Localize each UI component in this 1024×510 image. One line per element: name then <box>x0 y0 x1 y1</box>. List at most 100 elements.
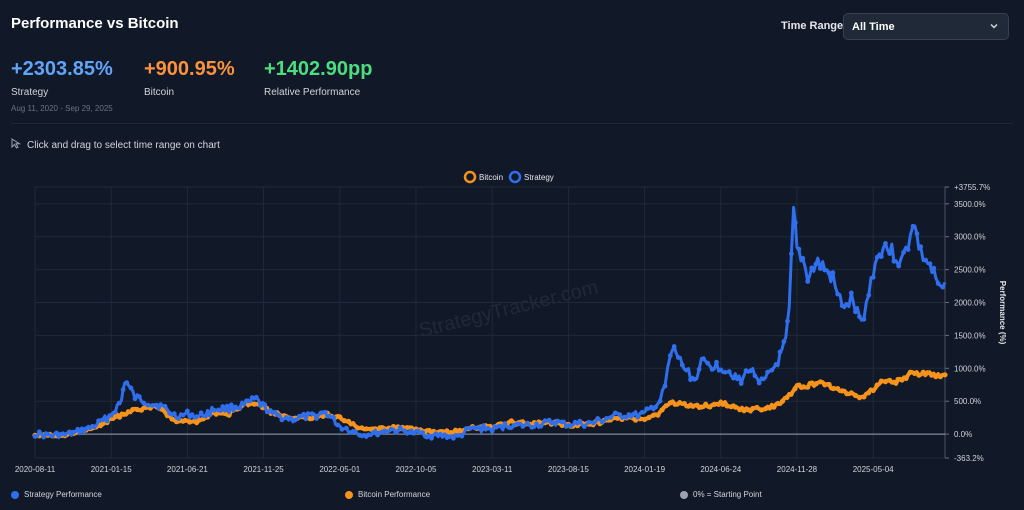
bitcoin-point <box>677 400 683 406</box>
bitcoin-point <box>916 372 922 378</box>
bitcoin-point <box>779 398 786 404</box>
legend-strategy-label: Strategy <box>524 173 554 182</box>
strategy-point <box>279 417 285 423</box>
strategy-point <box>32 434 38 439</box>
strategy-point <box>375 432 380 438</box>
strategy-point <box>891 258 897 264</box>
legend-strategy-performance-label: Strategy Performance <box>24 490 102 499</box>
strategy-point <box>781 339 787 344</box>
strategy-point <box>701 356 706 362</box>
strategy-point <box>451 435 456 441</box>
bitcoin-point <box>929 372 935 378</box>
bitcoin-return-label: Bitcoin <box>144 87 175 98</box>
bitcoin-point <box>784 394 790 400</box>
x-tick-label: 2022-05-01 <box>319 465 360 474</box>
bitcoin-point <box>138 407 145 413</box>
date-range: Aug 11, 2020 - Sep 29, 2025 <box>11 104 113 113</box>
strategy-point <box>194 414 200 420</box>
strategy-point <box>128 385 134 391</box>
strategy-point <box>437 431 443 437</box>
strategy-point <box>442 432 447 438</box>
strategy-point <box>415 428 421 434</box>
legend-baseline-label: 0% = Starting Point <box>693 490 762 499</box>
bitcoin-point <box>937 374 944 380</box>
chart-hint: Click and drag to select time range on c… <box>11 138 220 152</box>
strategy-point <box>108 412 114 418</box>
performance-chart[interactable]: StrategyTracker.com -363.2% 0.0% 500.0% 1000… <box>0 165 1024 485</box>
y-tick-label: 3000.0% <box>954 233 986 242</box>
bitcoin-point <box>775 400 781 407</box>
bitcoin-point <box>741 408 747 414</box>
bitcoin-point <box>663 403 669 409</box>
strategy-point <box>506 425 512 430</box>
bitcoin-point <box>754 404 760 411</box>
strategy-point <box>498 423 504 429</box>
strategy-point <box>154 402 159 408</box>
strategy-point <box>935 281 941 286</box>
y-tick-label: 2000.0% <box>954 299 986 308</box>
strategy-point <box>141 400 147 406</box>
strategy-point <box>467 426 473 431</box>
bitcoin-point <box>767 405 773 411</box>
bitcoin-point <box>121 411 127 417</box>
bitcoin-point <box>694 402 700 408</box>
bitcoin-point <box>809 380 815 386</box>
x-tick-label: 2024-01-19 <box>624 465 665 474</box>
time-range-select[interactable]: All Time <box>843 13 1009 40</box>
bitcoin-point <box>874 382 880 388</box>
strategy-point <box>327 413 332 419</box>
strategy-point <box>910 223 916 229</box>
bitcoin-point <box>213 411 219 417</box>
strategy-point <box>357 432 362 438</box>
strategy-point <box>245 398 251 404</box>
strategy-point <box>411 430 417 436</box>
strategy-point <box>266 409 272 415</box>
strategy-point <box>520 424 526 429</box>
strategy-stat: +2303.85% Strategy <box>11 58 113 98</box>
strategy-point <box>41 434 46 440</box>
strategy-point <box>112 409 118 415</box>
y-tick-label: 500.0% <box>954 397 981 406</box>
bitcoin-point <box>354 425 360 431</box>
y-tick-label: 1000.0% <box>954 364 986 373</box>
strategy-point <box>136 394 142 399</box>
bitcoin-point <box>788 391 794 397</box>
strategy-point <box>180 412 186 418</box>
bitcoin-point <box>307 416 313 422</box>
strategy-point <box>671 344 677 349</box>
chart-hint-text: Click and drag to select time range on c… <box>27 139 220 151</box>
strategy-point <box>433 431 439 437</box>
strategy-point <box>185 408 190 414</box>
strategy-point <box>595 416 601 421</box>
strategy-point <box>648 404 654 410</box>
bitcoin-point <box>508 418 514 424</box>
strategy-point <box>756 380 762 386</box>
drag-select-icon <box>11 138 22 152</box>
strategy-point <box>96 418 101 424</box>
strategy-point <box>688 377 693 383</box>
bitcoin-dot-icon <box>345 490 353 499</box>
strategy-point <box>534 421 539 427</box>
x-tick-label: 2023-03-11 <box>472 465 513 474</box>
bitcoin-point <box>763 406 769 412</box>
strategy-point <box>835 291 841 297</box>
bitcoin-point <box>899 377 905 383</box>
strategy-point <box>402 428 408 434</box>
strategy-point <box>198 410 204 416</box>
strategy-point <box>104 418 110 424</box>
strategy-point <box>752 373 758 379</box>
strategy-point <box>861 316 867 322</box>
bitcoin-point <box>350 421 356 427</box>
strategy-point <box>940 284 946 290</box>
strategy-point <box>525 420 530 426</box>
relative-stat: +1402.90pp Relative Performance <box>264 58 372 98</box>
strategy-point <box>92 424 97 430</box>
bitcoin-point <box>861 394 867 400</box>
strategy-point <box>344 425 349 431</box>
strategy-point <box>874 254 880 260</box>
strategy-point <box>734 376 740 382</box>
strategy-point <box>446 434 452 440</box>
strategy-point <box>692 376 697 382</box>
strategy-point <box>305 411 311 417</box>
strategy-point <box>848 290 854 296</box>
